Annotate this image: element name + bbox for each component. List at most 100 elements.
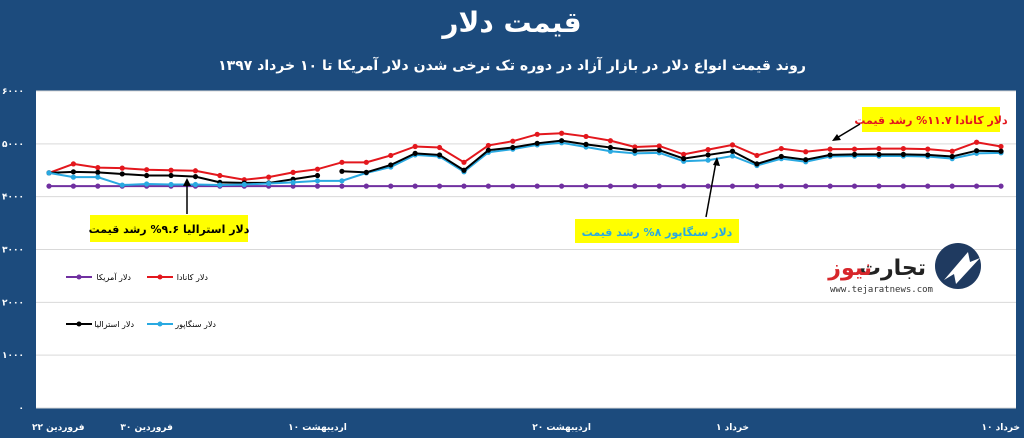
legend-item-usd: دلار آمریکا [66,272,131,282]
data-point [412,150,418,156]
data-point [339,178,345,184]
data-point [290,183,296,189]
series-line [341,139,1002,174]
data-point [339,168,345,174]
annotation-aud: دلار استرالیا ۹.۶% رشد قیمت [89,178,250,242]
data-point [681,151,687,157]
data-point [876,183,882,189]
data-point [168,181,174,188]
data-point [973,183,980,189]
data-point [803,183,809,189]
data-point [827,146,833,152]
data-point [436,152,443,158]
data-point [217,172,223,179]
data-point [70,169,77,175]
x-tick-label: ۱۰ اردیبهشت [288,423,347,433]
data-point [973,139,980,145]
data-point [998,148,1004,154]
data-point [461,159,467,165]
logo-url: www.tejaratnews.com [830,285,933,295]
data-point [70,161,77,167]
data-point [534,140,540,146]
data-point [729,142,736,148]
y-axis: ۰ ۱۰۰۰ ۲۰۰۰ ۳۰۰۰ ۴۰۰۰ ۵۰۰۰ ۶۰۰۰ [2,87,24,414]
y-tick-label: ۵۰۰۰ [2,140,24,150]
data-point [95,165,101,171]
annotation-cad: دلار کانادا ۱۱.۷% رشد قیمت [832,107,1008,141]
data-point [803,149,809,155]
data-point [656,147,662,153]
legend-item-aud: دلار استرالیا [66,320,134,329]
data-point [876,145,882,152]
data-point [461,183,467,189]
data-point [266,174,272,180]
data-point [705,157,711,163]
x-tick-label: ۱ خرداد [716,423,749,433]
data-point [510,183,516,189]
data-point [314,166,321,172]
data-point [583,141,589,147]
data-point [144,181,150,187]
x-tick-label: ۱۰ خرداد [981,423,1020,433]
legend-label-aud: دلار استرالیا [94,320,134,329]
series-3 [46,140,1004,188]
data-point [119,165,125,171]
data-point [363,183,369,189]
data-point [144,172,150,179]
data-point [754,183,760,189]
legend: دلار آمریکا دلار کانادا دلار استرالیا دل… [66,272,216,329]
data-point [95,174,101,180]
legend-item-sgd: دلار سنگاپور [147,319,216,329]
y-tick-label: ۲۰۰۰ [2,298,24,308]
data-point [607,183,614,189]
data-point [510,138,516,144]
data-point [754,152,760,159]
data-point [778,153,784,160]
data-point [412,183,418,189]
series-lines [46,130,1004,189]
data-point [949,183,955,189]
data-point [534,183,540,189]
data-point [778,145,784,152]
data-point [436,183,443,189]
data-point [681,183,687,189]
data-point [583,183,589,189]
data-point [656,143,662,149]
data-point [534,131,540,137]
data-point [314,183,321,189]
data-point [119,182,125,188]
data-point [876,151,882,157]
data-point [998,183,1004,189]
data-point [46,170,52,176]
series-4 [339,138,1004,175]
data-point [70,183,77,189]
data-point [949,153,955,160]
legend-label-usd: دلار آمریکا [96,272,131,282]
data-point [144,167,150,173]
data-point [656,183,662,189]
data-point [851,151,858,157]
data-point [754,161,760,167]
series-line [48,141,1002,187]
data-point [388,152,394,159]
data-point [851,183,858,189]
data-point [900,183,906,189]
data-point [729,183,736,189]
data-point [559,138,565,144]
data-point [607,138,614,144]
data-point [119,171,125,177]
data-point [388,162,394,168]
data-point [388,183,394,189]
chart-subtitle: روند قیمت انواع دلار در بازار آزاد در دو… [218,58,806,74]
series-line [48,132,1002,181]
data-point [827,152,833,158]
x-tick-label: ۲۰ اردیبهشت [532,423,591,433]
data-point [290,169,296,175]
data-point [95,183,101,189]
chart-title: قیمت دلار [442,6,582,39]
data-point [314,172,321,179]
y-tick-label: ۰ [19,404,25,414]
data-point [436,144,443,151]
annotation-sgd-text: دلار سنگاپور ۸% رشد قیمت [582,226,733,239]
data-point [314,178,321,184]
